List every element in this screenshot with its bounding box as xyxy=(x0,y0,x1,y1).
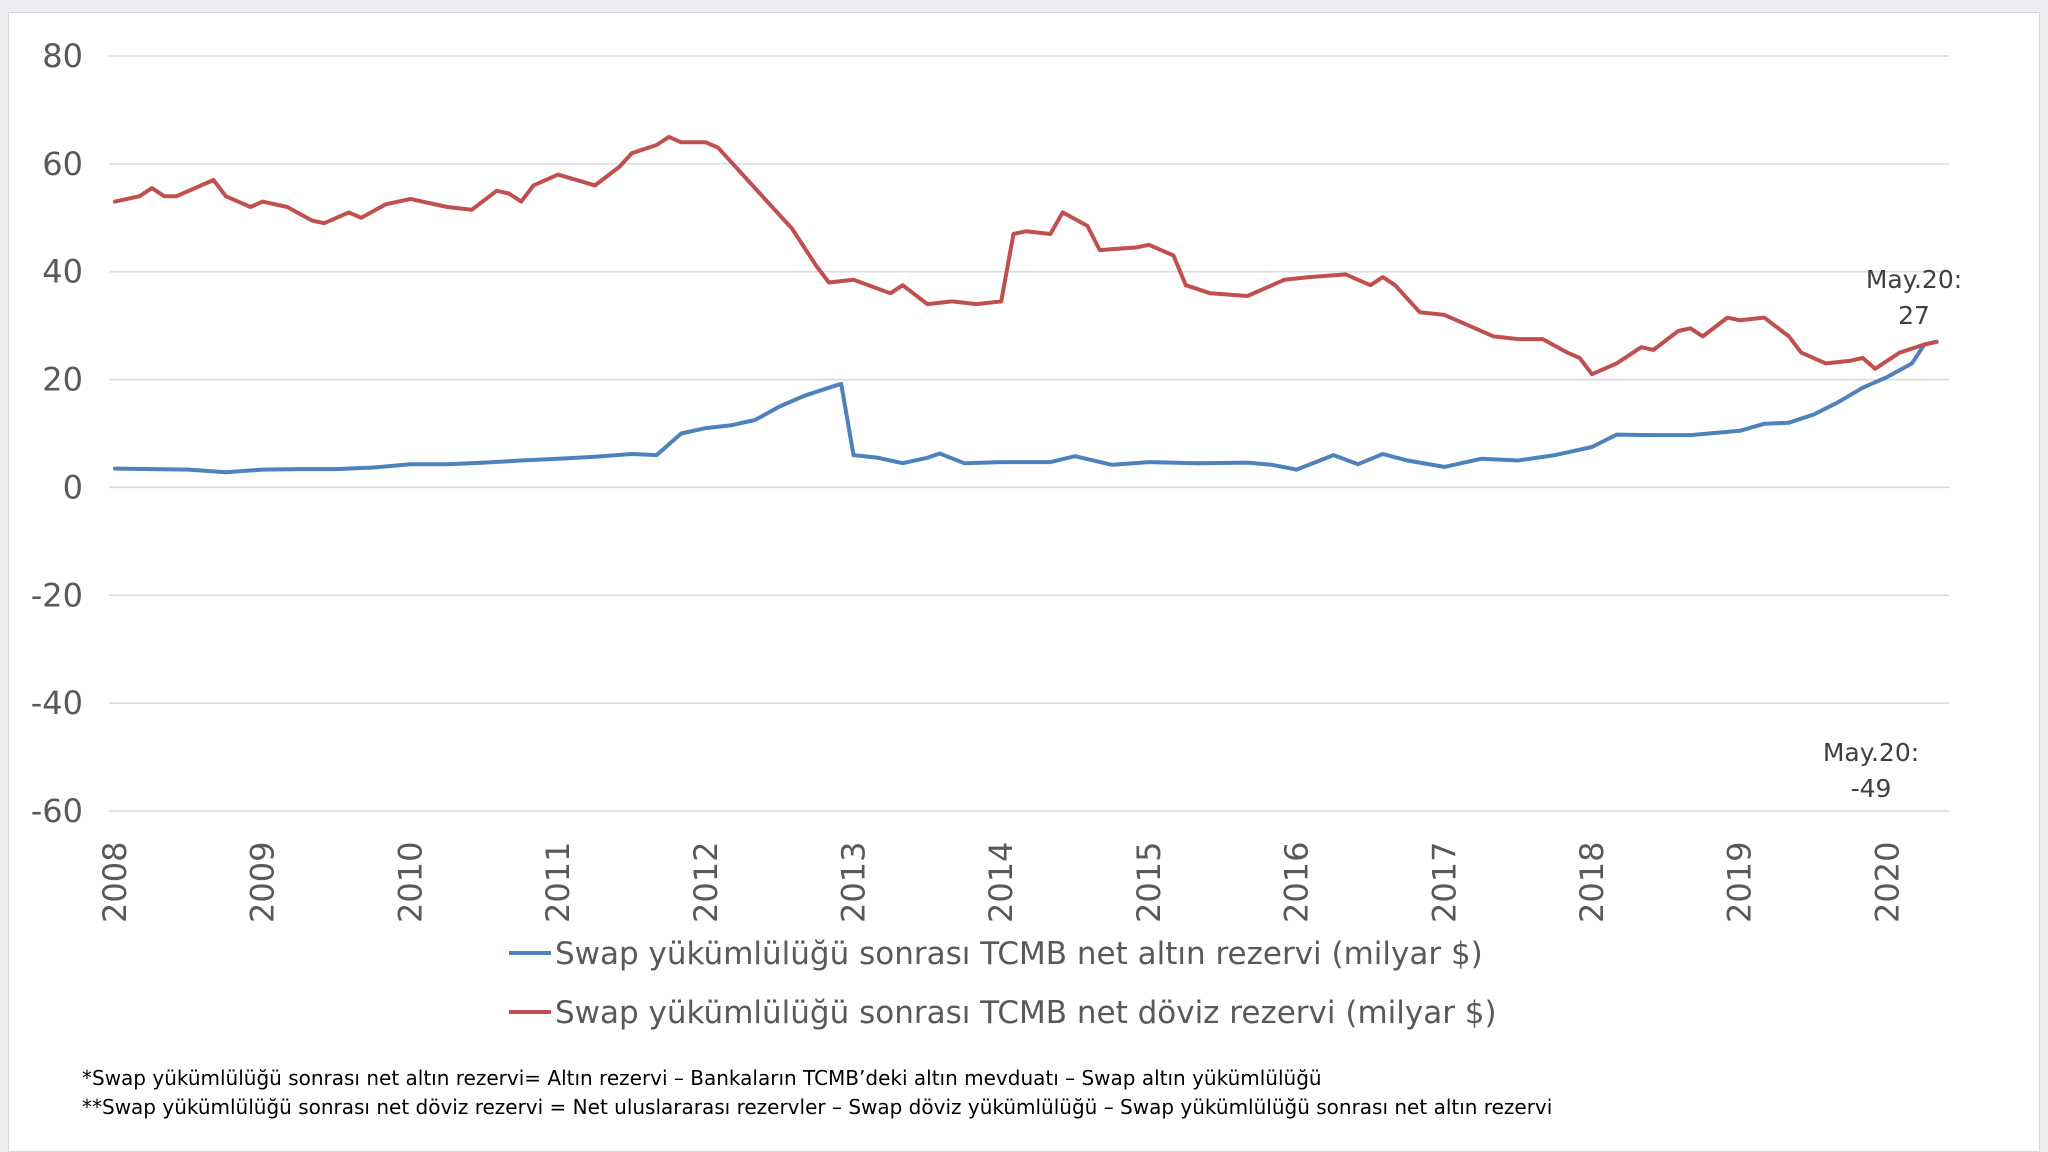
x-tick-label: 2015 xyxy=(1130,842,1168,923)
annotation-fx-line2: -49 xyxy=(1851,774,1892,803)
annotation-gold-line2: 27 xyxy=(1898,301,1930,330)
x-tick-label: 2009 xyxy=(244,842,282,923)
x-tick-label: 2019 xyxy=(1721,842,1759,923)
chart-frame: 80 60 40 20 0 -20 -40 -60 2008 2009 2010 2011 2012 2… xyxy=(8,12,2040,1152)
legend-item-fx: Swap yükümlülüğü sonrası TCMB net döviz … xyxy=(509,995,1497,1031)
annotation-gold-may20: May.20: 27 xyxy=(1866,265,1962,330)
footnote-fx-definition: **Swap yükümlülüğü sonrası net döviz rez… xyxy=(82,1095,1552,1119)
x-tick-label: 2012 xyxy=(687,842,725,923)
annotation-fx-line1: May.20: xyxy=(1823,738,1919,767)
series-lines xyxy=(113,134,1939,475)
footnote-gold-definition: *Swap yükümlülüğü sonrası net altın reze… xyxy=(82,1066,1322,1090)
y-axis-ticks: 80 60 40 20 0 -20 -40 -60 xyxy=(31,37,83,830)
y-tick-label: 20 xyxy=(42,361,83,399)
x-axis-ticks: 2008 2009 2010 2011 2012 2013 2014 2015 2016 2017… xyxy=(96,842,1906,923)
x-tick-label: 2017 xyxy=(1425,842,1463,923)
x-tick-label: 2008 xyxy=(96,842,134,923)
x-tick-label: 2014 xyxy=(982,842,1020,923)
y-tick-label: 40 xyxy=(42,253,83,291)
legend-label-gold: Swap yükümlülüğü sonrası TCMB net altın … xyxy=(555,936,1483,972)
gridlines xyxy=(109,55,1949,812)
x-tick-label: 2016 xyxy=(1278,842,1316,923)
x-tick-label: 2018 xyxy=(1573,842,1611,923)
legend: Swap yükümlülüğü sonrası TCMB net altın … xyxy=(509,936,1497,1031)
x-tick-label: 2020 xyxy=(1868,842,1906,923)
series-line-fx xyxy=(113,134,1939,377)
y-tick-label: 0 xyxy=(63,468,83,506)
x-tick-label: 2011 xyxy=(539,842,577,923)
legend-label-fx: Swap yükümlülüğü sonrası TCMB net döviz … xyxy=(555,995,1497,1031)
series-line-gold xyxy=(113,339,1939,475)
x-tick-label: 2013 xyxy=(835,842,873,923)
footnotes: *Swap yükümlülüğü sonrası net altın reze… xyxy=(82,1066,1552,1119)
annotation-fx-may20: May.20: -49 xyxy=(1823,738,1919,803)
x-tick-label: 2010 xyxy=(391,842,429,923)
legend-item-gold: Swap yükümlülüğü sonrası TCMB net altın … xyxy=(509,936,1483,972)
y-tick-label: -20 xyxy=(31,576,83,614)
annotation-gold-line1: May.20: xyxy=(1866,265,1962,294)
y-tick-label: 60 xyxy=(42,145,83,183)
y-tick-label: 80 xyxy=(42,37,83,75)
y-tick-label: -40 xyxy=(31,684,83,722)
y-tick-label: -60 xyxy=(31,792,83,830)
